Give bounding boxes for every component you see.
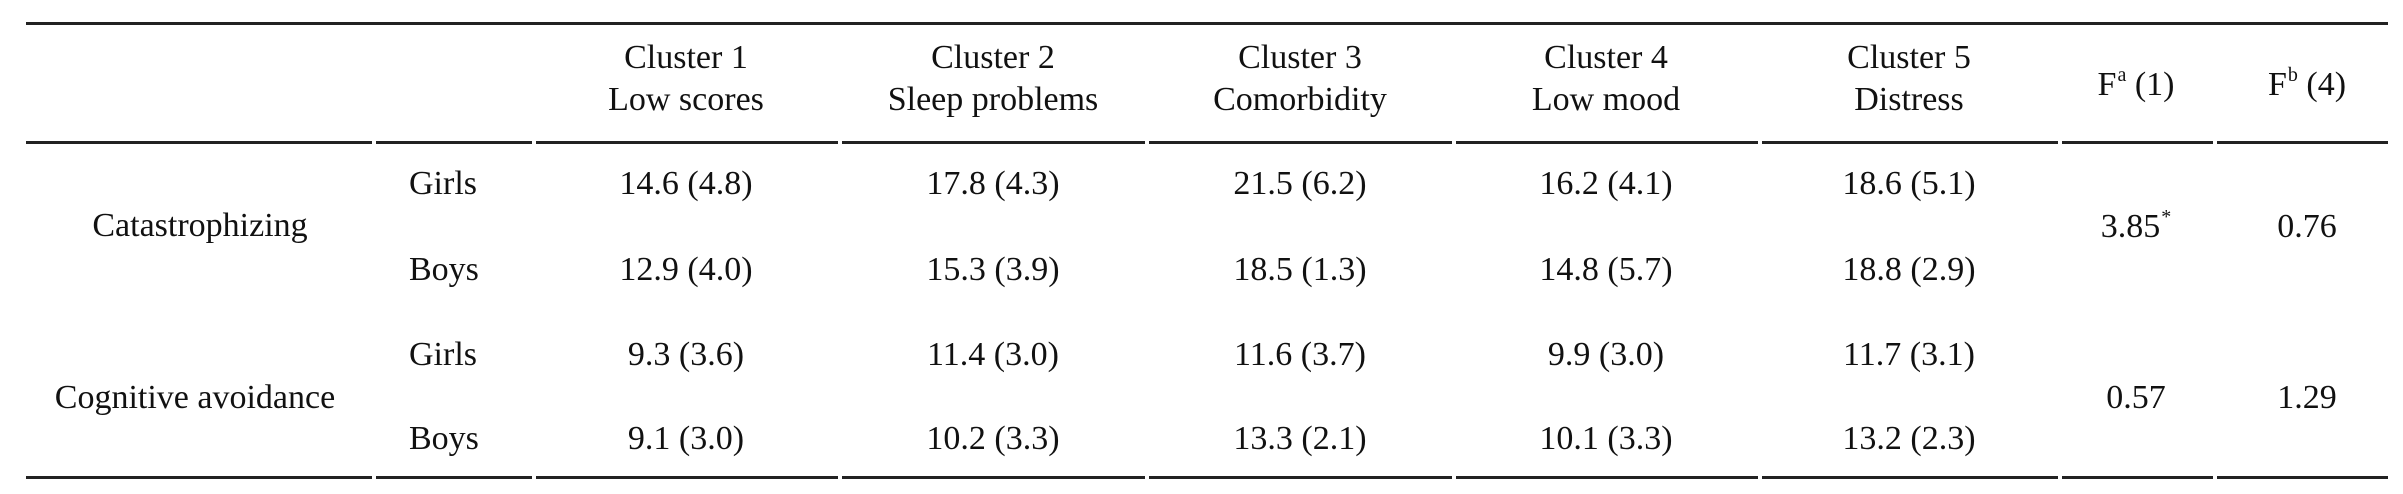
rule-gap <box>1758 141 1762 144</box>
header-cluster-4: Cluster 4 Low mood <box>1532 37 1680 121</box>
table-cell: 9.9 (3.0) <box>1547 336 1665 373</box>
table-bottom-rule <box>26 476 2388 479</box>
rule-gap <box>838 141 842 144</box>
table-cell: 18.8 (2.9) <box>1842 251 1976 288</box>
table-cell: 14.6 (4.8) <box>619 165 753 202</box>
row-label-measure: Catastrophizing <box>92 207 308 244</box>
table-cell: 10.1 (3.3) <box>1539 420 1673 457</box>
table-cell: 12.9 (4.0) <box>619 251 753 288</box>
table-cell: 13.3 (2.1) <box>1233 420 1367 457</box>
table-cell: 9.1 (3.0) <box>627 420 745 457</box>
header-cluster-1: Cluster 1 Low scores <box>608 37 764 121</box>
rule-gap <box>2058 476 2062 479</box>
table-cell: 17.8 (4.3) <box>926 165 1060 202</box>
table-cell: 14.8 (5.7) <box>1539 251 1673 288</box>
header-cluster-name: Sleep problems <box>887 81 1099 118</box>
rule-gap <box>2213 476 2217 479</box>
header-cluster-number: Cluster 4 <box>1544 39 1668 76</box>
header-cluster-name: Low mood <box>1531 81 1681 118</box>
f-b-value: 1.29 <box>2277 379 2337 416</box>
header-cluster-3: Cluster 3 Comorbidity <box>1213 37 1387 121</box>
rule-gap <box>1145 476 1149 479</box>
header-cluster-name: Comorbidity <box>1213 81 1387 118</box>
rule-gap <box>1758 476 1762 479</box>
row-label-measure: Cognitive avoidance <box>54 379 336 416</box>
header-cluster-name: Low scores <box>608 81 764 118</box>
table-cell: 9.3 (3.6) <box>627 336 745 373</box>
rule-gap <box>1452 141 1456 144</box>
rule-gap <box>1452 476 1456 479</box>
row-label-group: Girls <box>409 165 477 202</box>
table-cell: 11.7 (3.1) <box>1843 336 1975 373</box>
row-label-group: Boys <box>409 251 479 288</box>
f-a-value: 0.57 <box>2106 379 2166 416</box>
rule-gap <box>2058 141 2062 144</box>
table-cell: 11.6 (3.7) <box>1234 336 1366 373</box>
rule-gap <box>2213 141 2217 144</box>
table-header-rule <box>26 141 2388 144</box>
table-cell: 10.2 (3.3) <box>926 420 1060 457</box>
table-cell: 16.2 (4.1) <box>1539 165 1673 202</box>
header-cluster-number: Cluster 2 <box>931 39 1055 76</box>
table-cell: 13.2 (2.3) <box>1842 420 1976 457</box>
table-cell: 11.4 (3.0) <box>927 336 1059 373</box>
row-label-group: Boys <box>409 420 479 457</box>
table-cell: 21.5 (6.2) <box>1233 165 1367 202</box>
rule-gap <box>838 476 842 479</box>
rule-gap <box>1145 141 1149 144</box>
header-cluster-name: Distress <box>1854 81 1964 118</box>
rule-gap <box>372 141 376 144</box>
f-a-value: 3.85* <box>2100 206 2172 245</box>
rule-gap <box>372 476 376 479</box>
table-top-rule <box>26 22 2388 25</box>
header-f-a: Fa (1) <box>2097 64 2175 103</box>
table-cell: 15.3 (3.9) <box>926 251 1060 288</box>
row-label-group: Girls <box>409 336 477 373</box>
header-f-b: Fb (4) <box>2267 64 2347 103</box>
header-cluster-number: Cluster 5 <box>1847 39 1971 76</box>
f-b-value: 0.76 <box>2277 208 2337 245</box>
table-cell: 18.5 (1.3) <box>1233 251 1367 288</box>
header-cluster-2: Cluster 2 Sleep problems <box>888 37 1099 121</box>
rule-gap <box>532 141 536 144</box>
rule-gap <box>532 476 536 479</box>
header-cluster-number: Cluster 3 <box>1238 39 1362 76</box>
table-cell: 18.6 (5.1) <box>1842 165 1976 202</box>
header-cluster-5: Cluster 5 Distress <box>1847 37 1971 121</box>
header-cluster-number: Cluster 1 <box>624 39 748 76</box>
